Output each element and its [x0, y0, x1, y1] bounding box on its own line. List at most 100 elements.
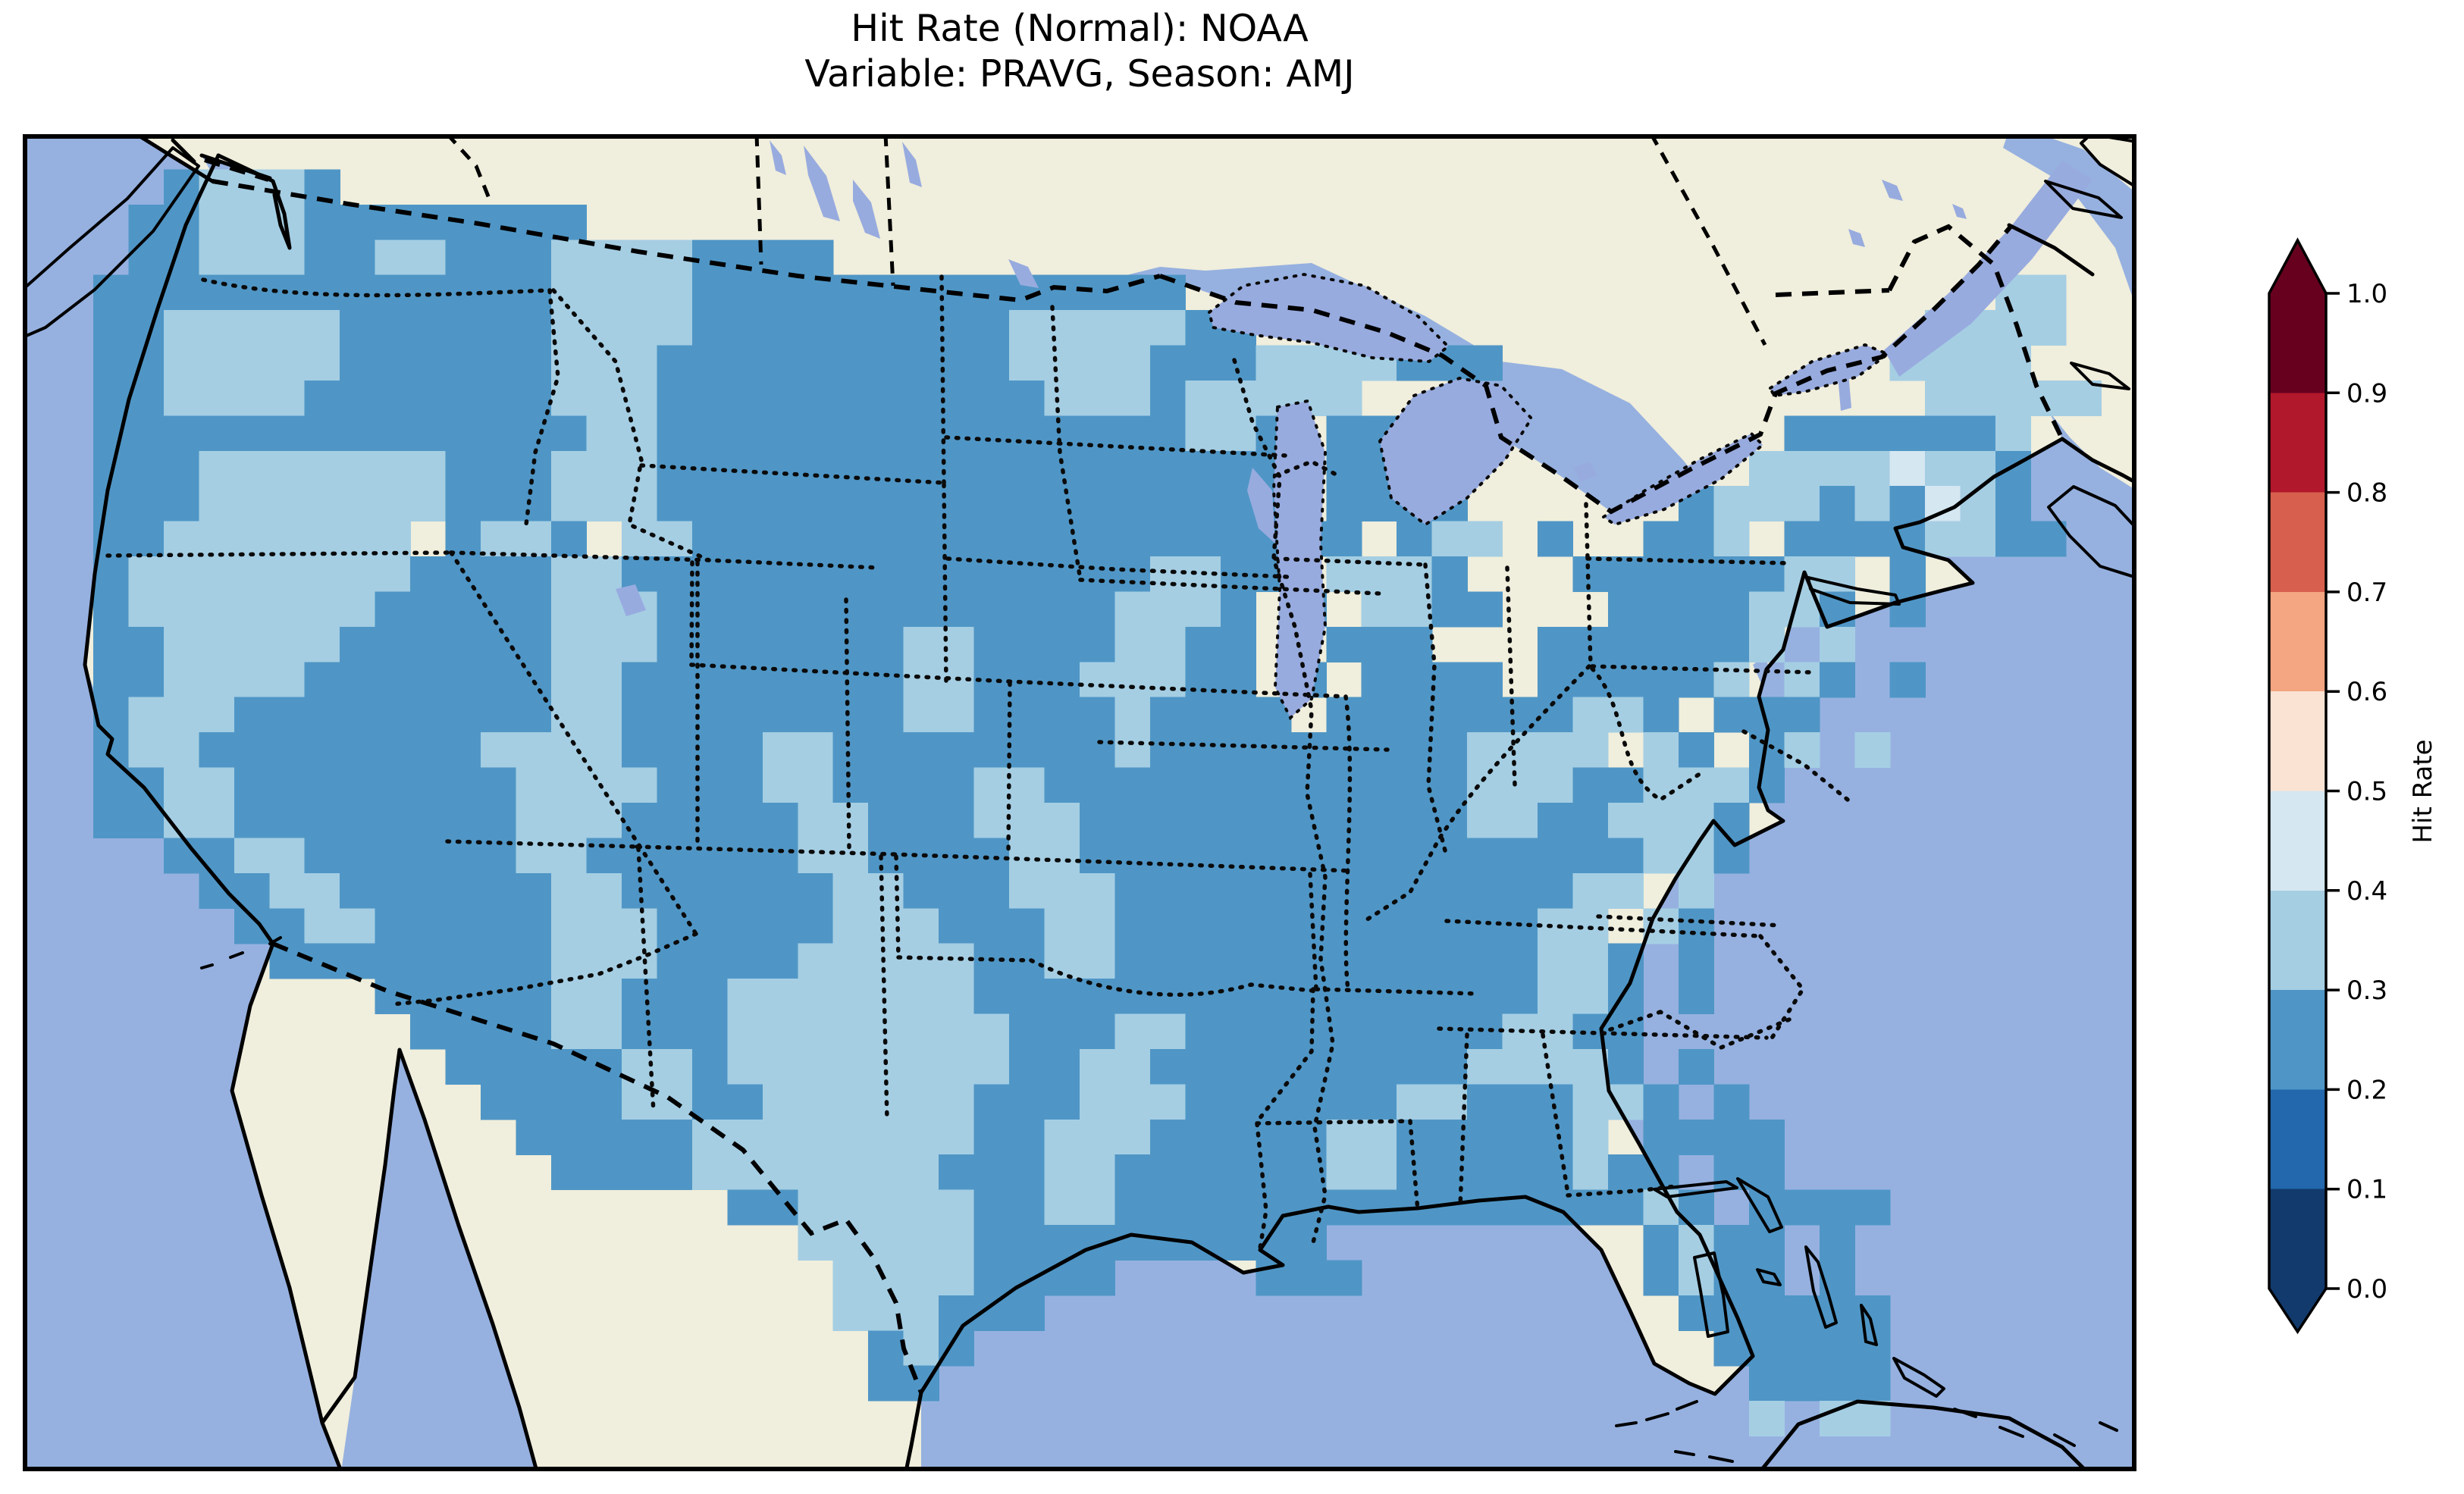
grid-cell [375, 697, 411, 733]
grid-cell [621, 310, 657, 346]
grid-cell [269, 345, 306, 381]
grid-cell [1044, 274, 1080, 311]
grid-cell [1748, 1365, 1785, 1402]
colorbar-arrow-top [2269, 240, 2326, 293]
grid-cell [1995, 521, 2032, 557]
colorbar-tick-label: 0.5 [2346, 777, 2387, 807]
grid-cell [199, 697, 235, 733]
grid-cell [1009, 626, 1045, 662]
grid-cell [1431, 767, 1468, 803]
grid-cell [1149, 908, 1186, 944]
grid-cell [903, 626, 939, 662]
grid-cell [1290, 732, 1327, 769]
grid-cell [1114, 803, 1151, 838]
grid-cell [375, 591, 411, 628]
grid-cell [1009, 662, 1045, 698]
grid-cell [199, 838, 235, 874]
grid-cell [516, 979, 552, 1015]
grid-cell [163, 591, 199, 628]
grid-cell [586, 732, 622, 769]
grid-cell [798, 838, 834, 874]
grid-cell [163, 310, 199, 346]
grid-cell [657, 1154, 693, 1191]
grid-cell [798, 872, 834, 909]
grid-cell [1608, 803, 1644, 838]
grid-cell [832, 908, 869, 944]
grid-cell [1185, 872, 1221, 909]
grid-cell [1080, 697, 1116, 733]
grid-cell [1467, 838, 1503, 874]
grid-cell [1114, 1119, 1151, 1155]
grid-cell [1819, 662, 1855, 698]
grid-cell [727, 732, 763, 769]
grid-cell [1114, 979, 1151, 1015]
grid-cell [163, 767, 199, 803]
grid-cell [269, 872, 306, 909]
grid-cell [691, 240, 728, 276]
grid-cell [1960, 486, 1996, 522]
grid-cell [304, 345, 340, 381]
grid-cell [1538, 803, 1574, 838]
grid-cell [762, 415, 798, 452]
grid-cell [1149, 662, 1186, 698]
grid-cell [1256, 872, 1292, 909]
grid-cell [1431, 1048, 1468, 1085]
grid-cell [304, 380, 340, 416]
grid-cell [445, 662, 481, 698]
grid-cell [1044, 838, 1080, 874]
grid-cell [586, 1119, 622, 1155]
grid-cell [340, 240, 376, 276]
grid-cell [1643, 732, 1679, 769]
grid-cell [340, 450, 376, 487]
grid-cell [1397, 697, 1433, 733]
grid-cell [657, 556, 693, 593]
grid-cell [1149, 943, 1186, 979]
grid-cell [1538, 626, 1574, 662]
grid-cell [1467, 908, 1503, 944]
grid-cell [1431, 872, 1468, 909]
grid-cell [903, 415, 939, 452]
grid-cell [1080, 662, 1116, 698]
hit-rate-grid-cells [92, 169, 2102, 1437]
grid-cell [1114, 1225, 1151, 1261]
grid-cell [832, 979, 869, 1015]
grid-cell [92, 767, 129, 803]
grid-cell [481, 697, 517, 733]
colorbar-tick-label: 0.3 [2346, 976, 2387, 1006]
grid-cell [1608, 872, 1644, 909]
grid-cell [973, 979, 1010, 1015]
grid-cell [375, 803, 411, 838]
grid-cell [1185, 803, 1221, 838]
grid-cell [1114, 521, 1151, 557]
grid-cell [1678, 732, 1714, 769]
grid-cell [234, 345, 270, 381]
grid-cell [1995, 415, 2032, 452]
grid-cell [1608, 767, 1644, 803]
grid-cell [481, 732, 517, 769]
grid-cell [304, 415, 340, 452]
grid-cell [445, 1048, 481, 1085]
grid-cell [1044, 1013, 1080, 1050]
grid-cell [691, 591, 728, 628]
grid-cell [1009, 732, 1045, 769]
gulf-of-california [341, 1050, 537, 1471]
grid-cell [868, 1154, 904, 1191]
grid-cell [657, 943, 693, 979]
grid-cell [481, 415, 517, 452]
grid-cell [798, 767, 834, 803]
grid-cell [1185, 1119, 1221, 1155]
colorbar-arrow-bottom [2269, 1289, 2326, 1332]
grid-cell [1149, 556, 1186, 593]
bc-coastline [134, 134, 215, 183]
grid-cell [1044, 979, 1080, 1015]
grid-cell [1009, 979, 1045, 1015]
grid-cell [621, 626, 657, 662]
grid-cell [1149, 767, 1186, 803]
grid-cell [798, 345, 834, 381]
grid-cell [1044, 556, 1080, 593]
grid-cell [1854, 1365, 1891, 1402]
grid-cell [1044, 626, 1080, 662]
grid-cell [340, 838, 376, 874]
grid-cell [199, 732, 235, 769]
grid-cell [903, 521, 939, 557]
